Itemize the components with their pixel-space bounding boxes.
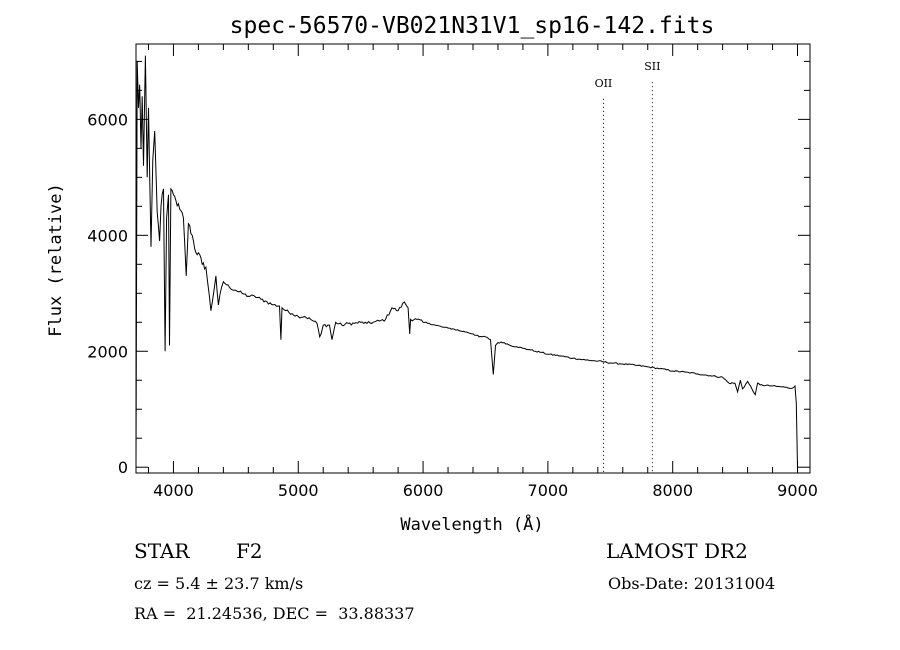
axis-ticks <box>136 44 810 473</box>
chart-title: spec-56570-VB021N31V1_sp16-142.fits <box>230 13 715 39</box>
y-tick-label: 6000 <box>87 110 128 129</box>
x-tick-label: 6000 <box>403 481 444 500</box>
x-tick-label: 8000 <box>652 481 693 500</box>
x-axis-label: Wavelength (Å) <box>400 513 543 535</box>
annotation-label: SII <box>644 60 660 73</box>
object-subclass: F2 <box>236 539 263 563</box>
redshift-cz: cz = 5.4 ± 23.7 km/s <box>134 574 304 593</box>
x-tick-label: 9000 <box>777 481 818 500</box>
survey-name: LAMOST DR2 <box>606 539 748 563</box>
y-axis-label: Flux (relative) <box>46 183 66 337</box>
x-tick-label: 4000 <box>153 481 194 500</box>
plot-border <box>135 43 811 474</box>
line-annotations: OII SII <box>595 60 660 473</box>
x-tick-label: 5000 <box>278 481 319 500</box>
y-tick-label: 2000 <box>87 342 128 361</box>
y-tick-label: 4000 <box>87 226 128 245</box>
y-tick-label: 0 <box>118 458 128 477</box>
object-class: STAR <box>134 539 190 563</box>
x-tick-label: 7000 <box>528 481 569 500</box>
annotation-label: OII <box>595 77 613 90</box>
plot-frame <box>135 43 811 474</box>
observation-date: Obs-Date: 20131004 <box>608 574 776 593</box>
coordinates-ra-dec: RA = 21.24536, DEC = 33.88337 <box>134 604 415 623</box>
spectrum-line <box>135 55 798 468</box>
axis-tick-labels: 4000 5000 6000 7000 8000 9000 0 2000 4000 6000 <box>87 110 818 500</box>
